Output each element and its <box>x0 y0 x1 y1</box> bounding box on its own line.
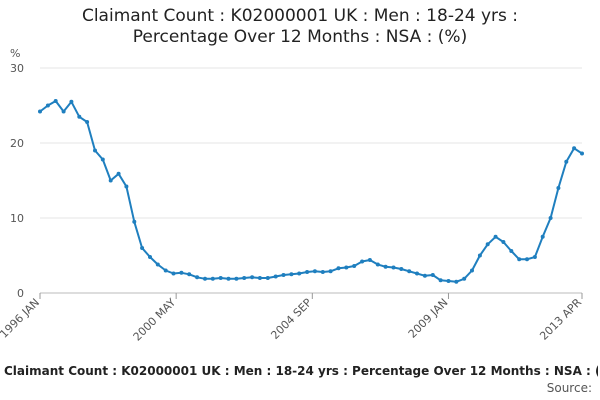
data-point <box>383 264 388 269</box>
x-tick-label: 2000 MAY <box>131 296 179 344</box>
data-point <box>250 275 255 280</box>
data-point <box>446 279 451 283</box>
data-point <box>257 276 262 280</box>
data-point <box>171 271 176 276</box>
data-point <box>218 276 223 280</box>
data-point <box>187 272 192 277</box>
data-point <box>360 259 365 264</box>
data-point <box>242 276 247 280</box>
data-point <box>407 269 412 274</box>
data-point <box>352 264 357 268</box>
data-point <box>281 273 286 277</box>
data-point <box>289 272 294 277</box>
data-point <box>116 171 121 176</box>
data-point <box>470 268 474 273</box>
data-point <box>391 265 396 270</box>
data-point <box>210 276 215 281</box>
y-tick-label: 0 <box>17 287 24 300</box>
y-tick-label: 30 <box>10 62 24 75</box>
data-point <box>462 276 467 281</box>
data-point <box>195 275 200 280</box>
y-unit-label: % <box>10 47 20 60</box>
data-point <box>93 148 97 153</box>
data-point <box>45 103 50 108</box>
data-point <box>203 276 207 281</box>
data-point <box>556 186 561 190</box>
x-tick-label: 2013 APR <box>537 296 584 343</box>
data-point <box>132 219 137 224</box>
data-point <box>344 265 349 270</box>
data-point <box>430 273 435 277</box>
data-point <box>367 258 372 262</box>
data-point <box>501 240 506 244</box>
data-point <box>336 266 341 271</box>
data-point <box>69 99 74 104</box>
x-tick-label: 2009 JAN <box>406 296 451 341</box>
data-point <box>297 271 302 276</box>
x-tick-label: 1996 JAN <box>0 296 42 341</box>
data-point <box>540 234 545 239</box>
x-tick-label: 2004 SEP <box>268 296 314 342</box>
data-point <box>140 246 145 250</box>
data-point <box>564 159 569 164</box>
data-point <box>179 270 184 275</box>
data-point <box>485 242 490 247</box>
data-point <box>580 151 584 156</box>
data-point <box>493 234 498 239</box>
chart-title-line-2: Percentage Over 12 Months : NSA : (%) <box>132 27 468 47</box>
data-point <box>234 276 239 281</box>
data-point <box>415 271 419 276</box>
y-tick-label: 10 <box>10 212 24 225</box>
data-point <box>320 270 325 274</box>
chart-footer: Claimant Count : K02000001 UK : Men : 18… <box>4 364 598 378</box>
data-point <box>108 178 113 183</box>
data-point <box>328 269 333 274</box>
data-point <box>517 257 522 262</box>
data-point <box>454 279 459 284</box>
y-tick-label: 20 <box>10 137 24 150</box>
data-point <box>273 274 278 279</box>
data-point <box>399 267 404 271</box>
data-point <box>61 109 66 114</box>
data-point <box>525 257 529 262</box>
data-point <box>265 276 270 280</box>
data-point <box>375 262 380 267</box>
data-point <box>148 255 152 259</box>
data-point <box>85 120 90 124</box>
data-point <box>312 269 317 274</box>
data-point <box>38 109 42 114</box>
series-line <box>39 100 583 283</box>
chart-title: Claimant Count : K02000001 UK : Men : 18… <box>0 6 600 48</box>
data-point <box>572 146 577 151</box>
data-point <box>53 99 58 103</box>
data-point <box>532 255 537 259</box>
data-point <box>226 276 231 281</box>
data-point <box>77 114 82 119</box>
data-point <box>305 270 310 274</box>
data-point <box>509 249 514 253</box>
data-point <box>477 253 482 258</box>
data-point <box>422 273 427 278</box>
data-point <box>100 157 105 162</box>
data-point <box>155 262 160 267</box>
data-point <box>163 268 168 273</box>
data-point <box>438 278 443 283</box>
data-point <box>548 216 553 220</box>
chart-title-line-1: Claimant Count : K02000001 UK : Men : 18… <box>81 6 519 26</box>
source-label: Source: <box>546 381 592 395</box>
data-point <box>124 184 129 189</box>
